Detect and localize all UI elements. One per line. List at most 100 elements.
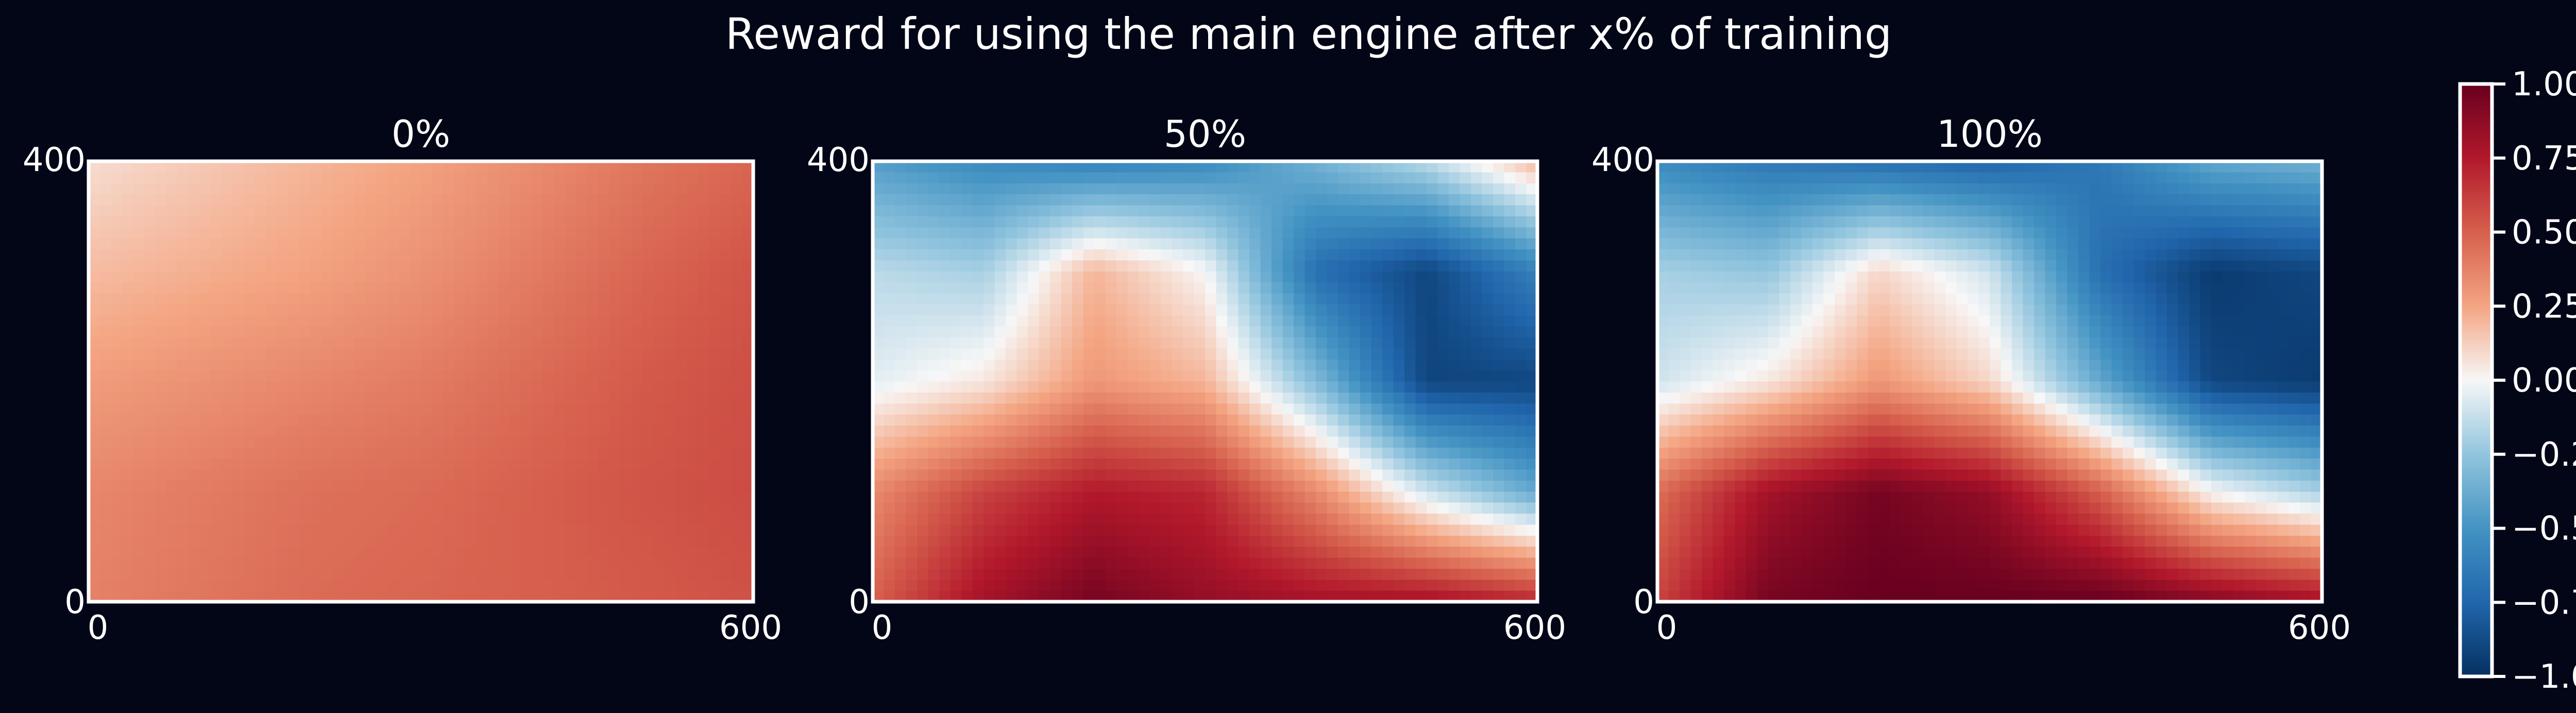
heatmap-cell (399, 183, 411, 195)
heatmap-cell (99, 260, 111, 272)
heatmap-cell (620, 359, 632, 371)
heatmap-cell (598, 205, 610, 217)
heatmap-cell (1471, 337, 1483, 349)
heatmap-cell (1094, 459, 1106, 470)
heatmap-cell (1327, 216, 1338, 228)
heatmap-cell (1116, 183, 1128, 195)
heatmap-cell (410, 502, 421, 514)
heatmap-cell (1183, 161, 1195, 173)
heatmap-cell (1227, 459, 1239, 470)
heatmap-cell (2289, 172, 2300, 184)
heatmap-cell (1316, 282, 1328, 294)
heatmap-cell (1338, 459, 1350, 470)
heatmap-cell (1668, 183, 1680, 195)
heatmap-cell (1868, 161, 1879, 173)
heatmap-cell (1713, 161, 1724, 173)
heatmap-cell (89, 315, 100, 327)
heatmap-cell (543, 326, 554, 338)
heatmap-cell (1835, 172, 1846, 184)
heatmap-cell (1172, 414, 1183, 426)
heatmap-cell (443, 447, 455, 459)
heatmap-cell (454, 403, 466, 415)
heatmap-cell (2167, 161, 2179, 173)
heatmap-cell (1227, 359, 1239, 371)
heatmap-cell (222, 161, 233, 173)
heatmap-cell (343, 381, 355, 393)
heatmap-cell (587, 568, 599, 580)
x-tick-label-right: 600 (719, 609, 782, 647)
heatmap-cell (1061, 238, 1073, 250)
heatmap-cell (1105, 414, 1117, 426)
heatmap-cell (742, 535, 754, 547)
heatmap-cell (1172, 282, 1183, 294)
heatmap-cell (1845, 183, 1857, 195)
heatmap-cell (1294, 568, 1306, 580)
heatmap-cell (1382, 161, 1394, 173)
heatmap-cell (177, 535, 189, 547)
heatmap-cell (576, 459, 588, 470)
heatmap-cell (133, 315, 145, 327)
heatmap-cell (598, 491, 610, 503)
heatmap-cell (939, 580, 951, 591)
heatmap-cell (906, 227, 918, 239)
heatmap-cell (950, 238, 962, 250)
heatmap-cell (1493, 414, 1505, 426)
heatmap-cell (1360, 205, 1372, 217)
heatmap-cell (1515, 315, 1527, 327)
heatmap-cell (1349, 238, 1361, 250)
heatmap-cell (1227, 161, 1239, 173)
heatmap-cell (1149, 557, 1161, 569)
heatmap-cell (1072, 469, 1084, 481)
heatmap-cell (89, 260, 100, 272)
heatmap-cell (1072, 293, 1084, 305)
heatmap-cell (1172, 535, 1183, 547)
heatmap-cell (1415, 249, 1427, 261)
heatmap-cell (620, 216, 632, 228)
heatmap-cell (210, 293, 222, 305)
heatmap-cell (895, 436, 907, 448)
heatmap-cell (1205, 205, 1217, 217)
heatmap-cell (1304, 216, 1316, 228)
heatmap-cell (399, 568, 411, 580)
heatmap-cell (1072, 227, 1084, 239)
heatmap-cell (2056, 183, 2068, 195)
heatmap-cell (365, 370, 377, 382)
heatmap-cell (731, 172, 743, 184)
heatmap-cell (1504, 161, 1516, 173)
heatmap-cell (1238, 172, 1250, 184)
heatmap-cell (299, 547, 311, 558)
heatmap-cell (532, 469, 544, 481)
heatmap-cell (2111, 161, 2123, 173)
heatmap-cell (199, 491, 211, 503)
heatmap-cell (873, 381, 885, 393)
heatmap-cell (122, 304, 133, 316)
heatmap-cell (873, 271, 885, 283)
heatmap-cell (698, 491, 709, 503)
heatmap-cell (1515, 403, 1527, 415)
heatmap-cell (1471, 370, 1483, 382)
heatmap-cell (244, 370, 256, 382)
heatmap-cell (698, 326, 709, 338)
heatmap-cell (244, 535, 256, 547)
heatmap-cell (210, 590, 222, 602)
heatmap-cell (399, 514, 411, 525)
heatmap-cell (354, 580, 366, 591)
heatmap-cell (609, 447, 621, 459)
heatmap-cell (266, 557, 278, 569)
heatmap-cell (1016, 315, 1028, 327)
heatmap-cell (1006, 547, 1018, 558)
heatmap-cell (917, 568, 929, 580)
heatmap-cell (377, 403, 388, 415)
heatmap-cell (1471, 580, 1483, 591)
heatmap-cell (1161, 359, 1173, 371)
heatmap-cell (421, 359, 433, 371)
heatmap-cell (1404, 183, 1416, 195)
heatmap-cell (532, 547, 544, 558)
heatmap-cell (1757, 183, 1769, 195)
heatmap-cell (873, 337, 885, 349)
heatmap-cell (950, 447, 962, 459)
heatmap-cell (1194, 524, 1206, 536)
heatmap-cell (1061, 370, 1073, 382)
heatmap-cell (653, 183, 665, 195)
heatmap-cell (443, 282, 455, 294)
